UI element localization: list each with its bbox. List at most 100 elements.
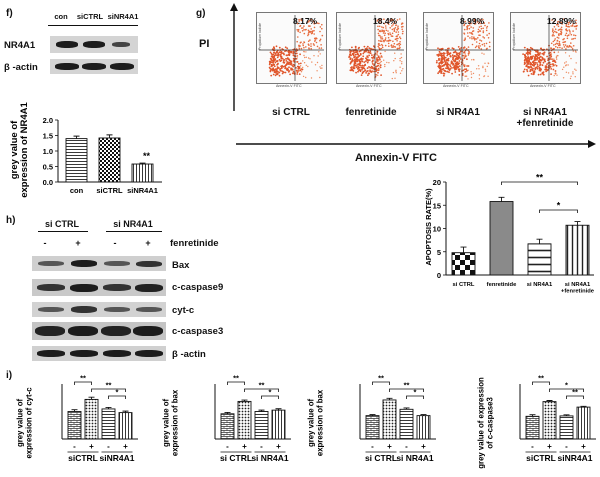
flow-plot-2 <box>336 12 407 84</box>
chart-f-nr4a1: grey value ofexpression of NR4A1 0.0 0.5 1… <box>9 102 162 198</box>
chart-i-1-sign-4: + <box>123 442 128 451</box>
flow-plot-1-x-axis-label: Annexin-V FITC <box>276 84 302 88</box>
chart-i-1-group-2: siNR4A1 <box>100 453 135 463</box>
chart-i-3-bar-2 <box>382 399 397 440</box>
chart-i-1-ylabel: grey value ofexpression of cyt-c <box>16 387 34 459</box>
chart-i-2-bracket-label-2: ** <box>259 381 265 390</box>
pi-axis-arrow <box>230 3 238 111</box>
blot-h-strip-casp9 <box>32 279 166 296</box>
chart-i-3-bracket-3 <box>406 395 424 399</box>
chart-g-errorbar-4 <box>574 221 581 226</box>
chart-f-ytick-label: 1.0 <box>43 147 53 156</box>
chart-g-bar-3 <box>527 243 552 276</box>
chart-i-4-group-2: siNR4A1 <box>558 453 593 463</box>
chart-i-3-bracket-label-2: ** <box>404 381 410 390</box>
chart-i-1-bar-4 <box>118 412 133 440</box>
chart-i-3-errorbar-2 <box>386 397 393 400</box>
chart-i-4-bracket-3 <box>566 395 584 399</box>
chart-i-1-bar-1 <box>67 411 82 440</box>
chart-f-category-3: siNR4A1 <box>127 186 158 195</box>
chart-i-3-bar-4 <box>416 415 431 440</box>
chart-i-4-bracket-label-3: ** <box>572 388 578 397</box>
panel-label-h: h) <box>6 215 16 226</box>
blot-h-strip-casp3 <box>32 322 166 340</box>
blot-f-lane-sictrl: siCTRL <box>76 12 104 21</box>
chart-i-3-bracket-2 <box>389 388 424 392</box>
blot-h-divider-2 <box>106 231 162 232</box>
chart-i-2-sign-3: - <box>260 442 263 451</box>
flow-plot-4 <box>510 12 581 84</box>
chart-i-4-ylabel: grey value of expressionof c-caspase3 <box>477 377 495 469</box>
blot-h-sign-3: - <box>113 238 117 248</box>
blot-f-lane-sinr4a1: siNR4A1 <box>107 12 139 21</box>
panel-label-f: f) <box>6 8 13 19</box>
blot-h-treatment-label: fenretinide <box>170 238 219 249</box>
blot-h-sign-4: + <box>145 238 151 248</box>
chart-g-apoptosis: APOPTOSIS RATE(%) 0 5 10 15 20 si CTRL fenret… <box>424 173 595 295</box>
blot-h-group-sictrl: si CTRL <box>44 219 79 229</box>
chart-i-1-sign-2: + <box>89 442 94 451</box>
chart-f-category-1: con <box>70 186 84 195</box>
chart-i-3-sign-2: + <box>387 442 392 451</box>
chart-f-bar-2 <box>98 137 121 183</box>
chart-i-4-sign-2: + <box>547 442 552 451</box>
chart-i-2-bracket-3 <box>261 395 279 399</box>
flow-plot-4-x-axis-label: Annexin-V FITC <box>530 84 556 88</box>
chart-g-bracket-2 <box>539 209 578 213</box>
blot-f-strip-actin <box>50 59 138 74</box>
chart-g-ytick-label: 10 <box>433 225 441 234</box>
flow-plot-4-percentage: 12.89% <box>547 16 576 26</box>
chart-i-1-sign-3: - <box>107 442 110 451</box>
flow-plot-3-y-axis-label: Propidium Iodide <box>425 23 429 50</box>
chart-f-category-2: siCTRL <box>96 186 123 195</box>
chart-i-3-group-1: si CTRL <box>365 453 397 463</box>
chart-g-ytick-label: 5 <box>437 248 441 257</box>
flow-plot-2-condition: fenretinide <box>345 107 397 118</box>
chart-g-ytick-label: 0 <box>437 271 441 280</box>
chart-i-3-group-2: si NR4A1 <box>396 453 434 463</box>
blot-f-label-nr4a1: NR4A1 <box>4 40 36 51</box>
chart-g-ytick-label: 20 <box>433 178 441 187</box>
chart-g-bracket-1 <box>501 181 578 185</box>
chart-i-4-bar-3 <box>559 415 574 440</box>
chart-f-bar-3 <box>131 163 154 183</box>
flow-plot-3-percentage: 8.99% <box>460 16 485 26</box>
chart-i-1-bracket-1 <box>74 381 92 385</box>
chart-i-1-sign-1: - <box>73 442 76 451</box>
chart-i-2-bar-3 <box>254 411 269 440</box>
chart-g-category-4: si NR4A1 +fenretinide <box>561 282 595 295</box>
flow-plot-1-condition: si CTRL <box>272 107 310 118</box>
chart-g-bracket-label-2: * <box>557 201 561 211</box>
blot-h-label-casp3: c-caspase3 <box>172 326 224 337</box>
chart-i-2-group-1: si CTRL <box>220 453 252 463</box>
panel-label-g: g) <box>196 8 206 19</box>
chart-i-3-sign-1: - <box>371 442 374 451</box>
chart-i-1-errorbar-1 <box>71 409 78 412</box>
chart-i-2-bracket-label-1: ** <box>233 374 239 383</box>
chart-i-4-bracket-label-2: * <box>565 381 568 390</box>
blot-h-label-bax: Bax <box>172 260 190 271</box>
chart-i-2-bracket-2 <box>244 388 279 392</box>
chart-i-4-errorbar-3 <box>563 414 570 416</box>
panel-label-i: i) <box>6 370 13 381</box>
chart-i-3-bracket-label-1: ** <box>378 374 384 383</box>
blot-f-strip-nr4a1 <box>50 36 138 53</box>
chart-i-4-group-1: siCTRL <box>526 453 556 463</box>
chart-f-ylabel: grey value ofexpression of NR4A1 <box>9 102 30 198</box>
chart-i-1-bar-2 <box>84 398 99 440</box>
chart-f-ytick-label: 2.0 <box>43 116 53 125</box>
chart-f-errorbar-3 <box>139 162 146 165</box>
chart-i-1-errorbar-4 <box>122 410 129 413</box>
chart-i-2-errorbar-4 <box>275 408 282 411</box>
blot-h-strip-cytc <box>32 302 166 317</box>
blot-h-group-sinr4a1: si NR4A1 <box>113 219 153 229</box>
chart-i-2-bar-4 <box>271 409 286 440</box>
flow-plot-2-y-axis-label: Propidium Iodide <box>338 23 342 50</box>
chart-i-1-group-1: siCTRL <box>68 453 98 463</box>
chart-i-2-group-2: si NR4A1 <box>251 453 289 463</box>
chart-i-1: grey value ofexpression of cyt-c - + - + siCT… <box>16 374 138 463</box>
chart-i-4-bar-4 <box>576 406 591 440</box>
blot-h-label-casp9: c-caspase9 <box>172 282 224 293</box>
chart-f-significance-3: ** <box>143 151 151 161</box>
blot-h-strip-bax <box>32 256 166 271</box>
